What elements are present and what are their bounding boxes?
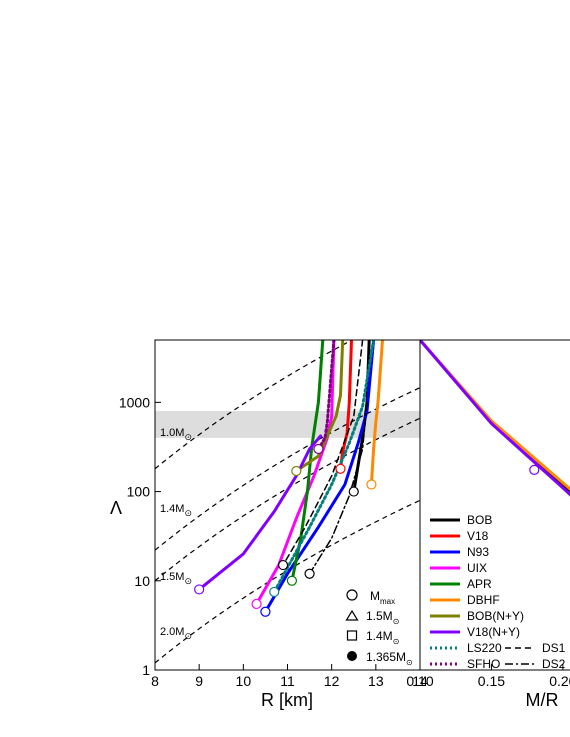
left-y-tick-label-2: 100 bbox=[127, 484, 151, 500]
legend-label-0: BOB bbox=[467, 513, 492, 527]
right-series-2 bbox=[420, 340, 570, 497]
legend-label-10: SFHO bbox=[467, 657, 500, 671]
legend-label-7: V18(N+Y) bbox=[467, 625, 520, 639]
left-x-tick-label-1: 9 bbox=[195, 673, 203, 689]
legend-1.365: 1.365M⊙ bbox=[366, 650, 413, 667]
left-y-tick-label-0: 1 bbox=[142, 662, 150, 678]
left-x-ticks: 8 9 10 11 12 13 14 bbox=[151, 664, 428, 689]
right-plot-frame bbox=[419, 339, 570, 671]
legend-label-5: DBHF bbox=[467, 593, 500, 607]
legend-circle-filled-icon bbox=[347, 651, 357, 661]
tidal-band bbox=[155, 411, 420, 438]
mmax-marker-0 bbox=[348, 486, 359, 497]
legend-label-4: APR bbox=[467, 577, 492, 591]
legend-mmax: Mmax bbox=[370, 589, 395, 606]
right-x-tick-label-0: 0.10 bbox=[406, 673, 433, 689]
mmax-marker-6 bbox=[291, 465, 302, 477]
legend-1.5: 1.5M⊙ bbox=[366, 609, 399, 626]
legend-circle-open-icon bbox=[346, 589, 358, 601]
left-series-9 bbox=[316, 340, 336, 451]
left-y-ticks: 1 10 100 1000 bbox=[119, 394, 161, 678]
right-x-axis-title: M/R bbox=[526, 690, 559, 710]
mmax-marker-2 bbox=[260, 606, 271, 617]
mass-label-1.5: 1.5M⊙ bbox=[160, 571, 192, 586]
right-panel: 0.10 0.15 0.20 BOB V18 N93 UIX APR DBHF BOB(N+Y)… bbox=[406, 339, 570, 710]
marker-legend: Mmax 1.5M⊙ 1.4M⊙ 1.365M⊙ bbox=[345, 589, 413, 667]
left-x-tick-label-0: 8 bbox=[151, 673, 159, 689]
mmax-marker-10 bbox=[277, 559, 289, 571]
legend-label-11: DS2 bbox=[542, 657, 566, 671]
left-series-5 bbox=[369, 340, 384, 486]
left-y-tick-label-3: 1000 bbox=[119, 394, 150, 410]
legend-triangle-open-icon bbox=[345, 609, 359, 621]
left-y-tick-label-1: 10 bbox=[134, 573, 150, 589]
left-x-tick-label-4: 12 bbox=[324, 673, 340, 689]
mmax-marker-1 bbox=[335, 463, 346, 474]
right-series-1 bbox=[420, 340, 570, 491]
left-series-11 bbox=[308, 401, 368, 575]
mmax-marker-3 bbox=[251, 598, 262, 610]
left-series-lines bbox=[197, 340, 384, 614]
left-series-10 bbox=[282, 340, 364, 566]
mass-label-2.0: 2.0M⊙ bbox=[160, 626, 192, 641]
left-series-2 bbox=[263, 340, 376, 614]
mmax-marker-4 bbox=[286, 575, 298, 586]
left-panel: 8 9 10 11 12 13 14 1 10 100 1000 1.0M⊙ 1.4M⊙ 1.5M… bbox=[110, 339, 428, 710]
legend-label-3: UIX bbox=[467, 561, 487, 575]
left-series-7 bbox=[197, 434, 323, 591]
right-markers bbox=[529, 464, 540, 475]
left-x-axis-title: R [km] bbox=[261, 690, 313, 710]
legend-label-1: V18 bbox=[467, 529, 489, 543]
mmax-marker-7 bbox=[194, 584, 205, 595]
mmax-marker-5 bbox=[366, 479, 377, 490]
right-mmax-marker bbox=[529, 464, 540, 475]
mmax-marker-8 bbox=[269, 586, 280, 598]
left-x-tick-label-6: 14 bbox=[412, 673, 428, 689]
mmax-marker-9 bbox=[313, 443, 324, 455]
left-x-tick-label-2: 10 bbox=[236, 673, 252, 689]
legend-1.4: 1.4M⊙ bbox=[366, 629, 399, 646]
right-x-tick-label-1: 0.15 bbox=[478, 673, 505, 689]
line-legend: BOB V18 N93 UIX APR DBHF BOB(N+Y) V18(N+Y) LS220… bbox=[430, 513, 566, 671]
right-x-ticks: 0.10 0.15 0.20 bbox=[406, 664, 570, 689]
mass-label-1.4: 1.4M⊙ bbox=[160, 503, 192, 518]
legend-label-9: DS1 bbox=[542, 641, 566, 655]
left-markers bbox=[194, 443, 377, 617]
legend-label-6: BOB(N+Y) bbox=[467, 609, 524, 623]
left-series-6 bbox=[294, 340, 345, 473]
legend-square-open-icon bbox=[346, 630, 358, 641]
mass-contour-0 bbox=[155, 340, 354, 470]
mass-contour-3 bbox=[155, 499, 420, 664]
left-y-axis-title: Λ bbox=[110, 498, 122, 518]
legend-label-2: N93 bbox=[467, 545, 489, 559]
mass-label-1.0: 1.0M⊙ bbox=[160, 427, 192, 442]
left-x-tick-label-3: 11 bbox=[280, 673, 295, 689]
right-x-tick-label-2: 0.20 bbox=[549, 673, 570, 689]
right-series-lines bbox=[420, 340, 570, 497]
mmax-marker-11 bbox=[304, 568, 315, 579]
left-x-tick-label-5: 13 bbox=[368, 673, 384, 689]
legend-label-8: LS220 bbox=[467, 641, 502, 655]
right-series-0 bbox=[420, 340, 570, 493]
